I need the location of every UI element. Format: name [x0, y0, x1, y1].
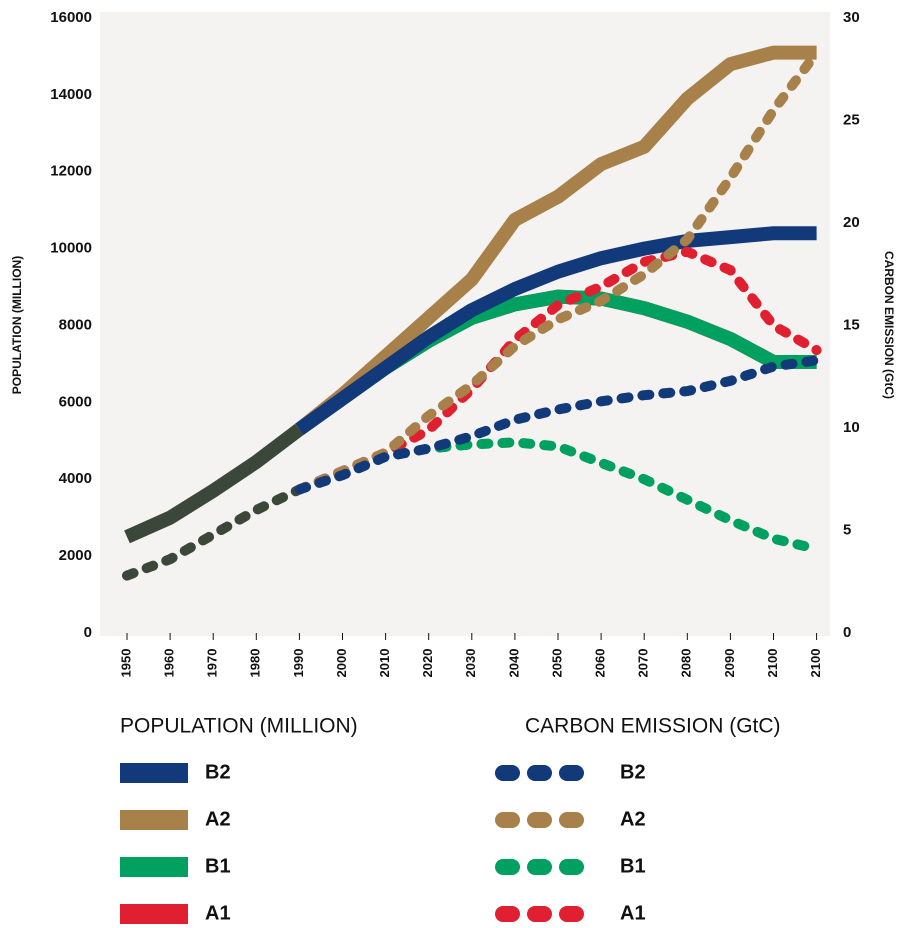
x-tick-label: 1950	[118, 649, 133, 678]
x-tick-label: 2090	[722, 649, 737, 678]
y-tick-label: 4000	[59, 470, 92, 487]
x-tick-label: 1990	[291, 649, 306, 678]
y2-tick-label: 10	[843, 419, 860, 436]
x-tick-label: 1960	[162, 649, 177, 678]
legend-swatch	[120, 857, 188, 877]
x-tick-label: 2100	[808, 649, 823, 678]
y-tick-label: 2000	[59, 547, 92, 564]
x-tick-label: 2020	[420, 649, 435, 678]
y2-tick-label: 20	[843, 214, 860, 231]
legend-label: B2	[620, 761, 646, 783]
legend-label: B1	[620, 855, 646, 877]
x-tick-label: 1970	[205, 649, 220, 678]
legend-label: A2	[205, 808, 231, 830]
legend-title: POPULATION (MILLION)	[120, 715, 358, 738]
x-tick-label: 2000	[334, 649, 349, 678]
x-tick-label: 2070	[636, 649, 651, 678]
x-tick-label: 2050	[549, 649, 564, 678]
y2-tick-label: 0	[843, 624, 851, 641]
y-tick-label: 16000	[50, 9, 92, 26]
x-tick-label: 1980	[248, 649, 263, 678]
x-tick-label: 2080	[679, 649, 694, 678]
data-line	[295, 45, 817, 435]
x-tick-label: 2040	[506, 649, 521, 678]
y2-axis-title: CARBON EMISSION (GtC)	[882, 251, 896, 399]
y-tick-label: 12000	[50, 163, 92, 180]
data-line	[294, 355, 822, 495]
data-line	[122, 484, 305, 581]
y2-tick-label: 15	[843, 316, 860, 333]
y2-tick-label: 5	[843, 521, 851, 538]
x-tick-label: 2030	[463, 649, 478, 678]
y-tick-label: 10000	[50, 240, 92, 257]
y-tick-label: 0	[84, 624, 92, 641]
y-axis-title: POPULATION (MILLION)	[10, 256, 24, 394]
legend-swatch	[120, 763, 188, 783]
legend-label: B1	[205, 855, 231, 877]
y-tick-label: 6000	[59, 393, 92, 410]
legend-label: A2	[620, 808, 646, 830]
legend-label: A1	[620, 902, 646, 924]
legend-swatch	[120, 810, 188, 830]
x-tick-label: 2010	[377, 649, 392, 678]
x-tick-label: 2060	[593, 649, 608, 678]
y2-tick-label: 25	[843, 111, 860, 128]
y2-tick-label: 30	[843, 9, 860, 26]
data-line	[124, 423, 304, 544]
x-tick-label: 2100	[765, 649, 780, 678]
legend-label: A1	[205, 902, 231, 924]
y-tick-label: 14000	[50, 86, 92, 103]
y-tick-label: 8000	[59, 316, 92, 333]
legend-label: B2	[205, 761, 231, 783]
data-line	[295, 226, 817, 435]
legend-title: CARBON EMISSION (GtC)	[525, 715, 781, 738]
legend-swatch	[120, 904, 188, 924]
